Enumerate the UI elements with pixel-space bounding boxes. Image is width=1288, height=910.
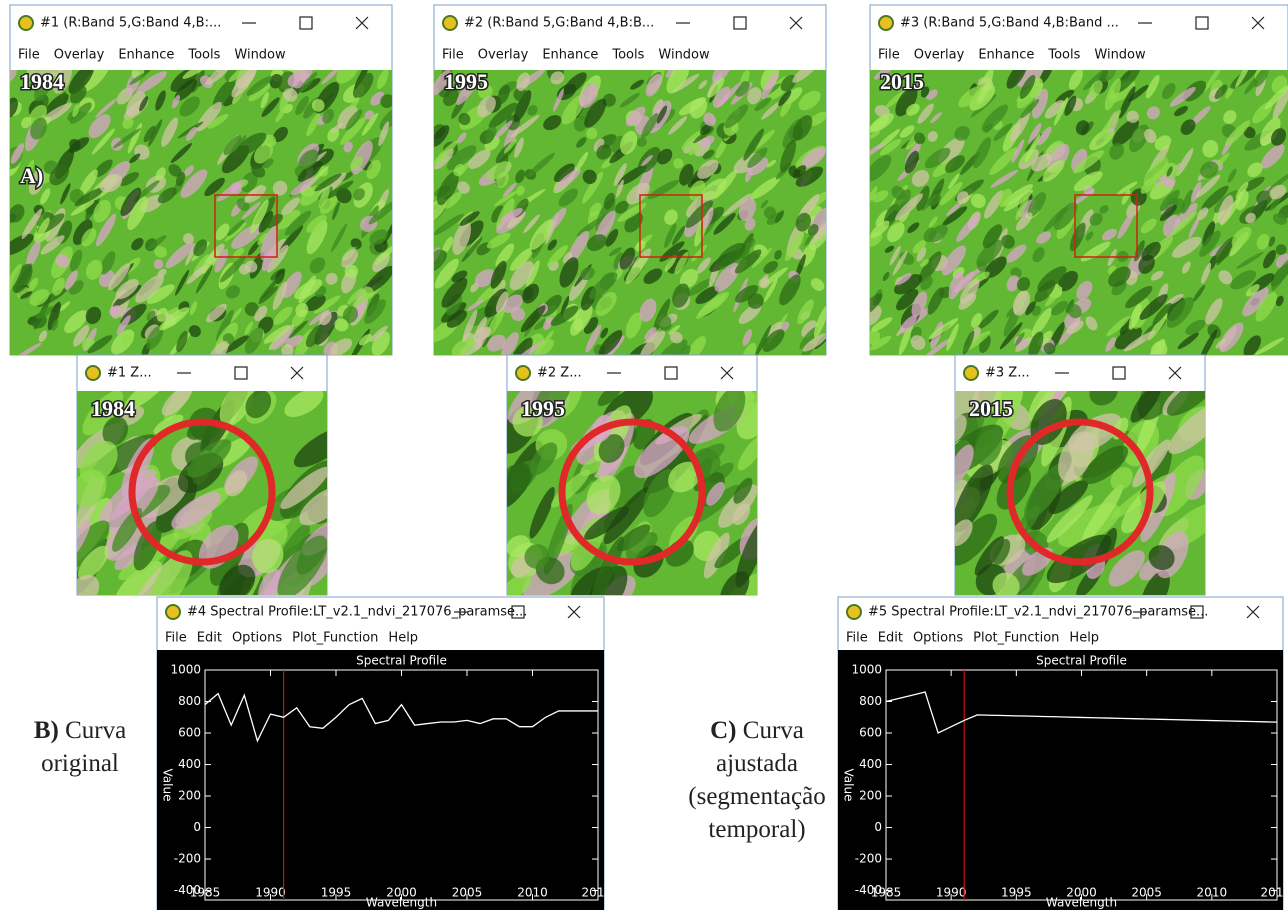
y-tick-label: 400 [859,757,882,771]
year-label: 1984 [91,396,135,421]
page: #1 (R:Band 5,G:Band 4,B:... File Overlay En… [0,0,1288,910]
menu-item[interactable]: File [846,631,868,646]
window-title: #4 Spectral Profile:LT_v2.1_ndvi_217076_… [187,605,527,620]
menu-item[interactable]: Options [232,631,282,646]
menu-item[interactable]: File [18,48,40,63]
menu-item[interactable]: Overlay [54,48,105,63]
menu-item[interactable]: Window [234,48,286,63]
y-tick-label: 600 [859,726,882,740]
app-icon [879,16,893,30]
y-axis-label: Value [161,769,175,802]
caption-line: temporal) [708,816,805,843]
year-label: 2015 [880,69,924,94]
menu-item[interactable]: Overlay [478,48,529,63]
window-title: #3 (R:Band 5,G:Band 4,B:Band ... [900,16,1119,31]
y-tick-label: 200 [178,789,201,803]
y-tick-label: -200 [855,852,882,866]
plot-panel [838,650,1283,910]
panel-label: A) [20,163,43,188]
menu-item[interactable]: Window [658,48,710,63]
y-tick-label: 0 [874,820,882,834]
caption-line: (segmentação [688,783,825,810]
menu-item[interactable]: Plot_Function [292,631,378,646]
satellite-image [418,56,839,370]
menu-item[interactable]: Tools [611,48,644,63]
y-tick-label: 600 [178,726,201,740]
app-icon [964,366,978,380]
y-tick-label: 1000 [170,663,201,677]
menu-item[interactable]: Edit [878,631,903,646]
menu-item[interactable]: Options [913,631,963,646]
plot-title: Spectral Profile [356,654,447,668]
x-tick-label: 201 [582,886,605,900]
menu-item[interactable]: File [165,631,187,646]
app-icon [847,605,861,619]
x-tick-label: 201 [1261,886,1284,900]
window-title: #3 Z... [985,366,1030,381]
y-tick-label: 200 [859,789,882,803]
y-axis-label: Value [842,769,856,802]
window-title: #5 Spectral Profile:LT_v2.1_ndvi_217076_… [868,605,1208,620]
window-title: #1 Z... [107,366,152,381]
caption-line: ajustada [716,750,798,777]
x-axis-label: Wavelength [1046,896,1117,910]
app-icon [443,16,457,30]
caption: temporal) [708,816,805,843]
caption: C) Curva [710,717,804,744]
caption: B) Curva [34,717,126,744]
window-title: #2 (R:Band 5,G:Band 4,B:B... [464,16,654,31]
year-label: 2015 [969,396,1013,421]
window-title: #2 Z... [537,366,582,381]
menu-item[interactable]: Tools [1047,48,1080,63]
caption: (segmentação [688,783,825,810]
y-tick-label: 0 [193,820,201,834]
menu-item[interactable]: Help [1069,631,1099,646]
y-tick-label: 800 [178,694,201,708]
caption-line: Curva [65,717,126,744]
y-tick-label: 800 [859,694,882,708]
menu-item[interactable]: Help [388,631,418,646]
satellite-image [0,55,408,367]
menu-item[interactable]: Edit [197,631,222,646]
menu-item[interactable]: File [878,48,900,63]
window-title: #1 (R:Band 5,G:Band 4,B:... [40,16,221,31]
plot-title: Spectral Profile [1036,654,1127,668]
menu-item[interactable]: Overlay [914,48,965,63]
menu-item[interactable]: File [442,48,464,63]
caption-letter: B) [34,717,59,744]
menu-item[interactable]: Plot_Function [973,631,1059,646]
caption: original [41,750,119,777]
app-icon [19,16,33,30]
menu-item[interactable]: Window [1094,48,1146,63]
caption-letter: C) [710,717,736,744]
menu-item[interactable]: Enhance [542,48,598,63]
y-tick-label: -200 [174,852,201,866]
year-label: 1984 [20,69,64,94]
caption: ajustada [716,750,798,777]
plot-panel [157,650,604,910]
app-icon [516,366,530,380]
app-icon [166,605,180,619]
satellite-image [857,58,1288,367]
menu-item[interactable]: Tools [187,48,220,63]
menu-item[interactable]: Enhance [978,48,1034,63]
year-label: 1995 [521,396,565,421]
caption-line: Curva [743,717,804,744]
menu-item[interactable]: Enhance [118,48,174,63]
y-tick-label: 400 [178,757,201,771]
app-icon [86,366,100,380]
year-label: 1995 [444,69,488,94]
caption-line: original [41,750,119,777]
y-tick-label: 1000 [851,663,882,677]
x-axis-label: Wavelength [366,896,437,910]
